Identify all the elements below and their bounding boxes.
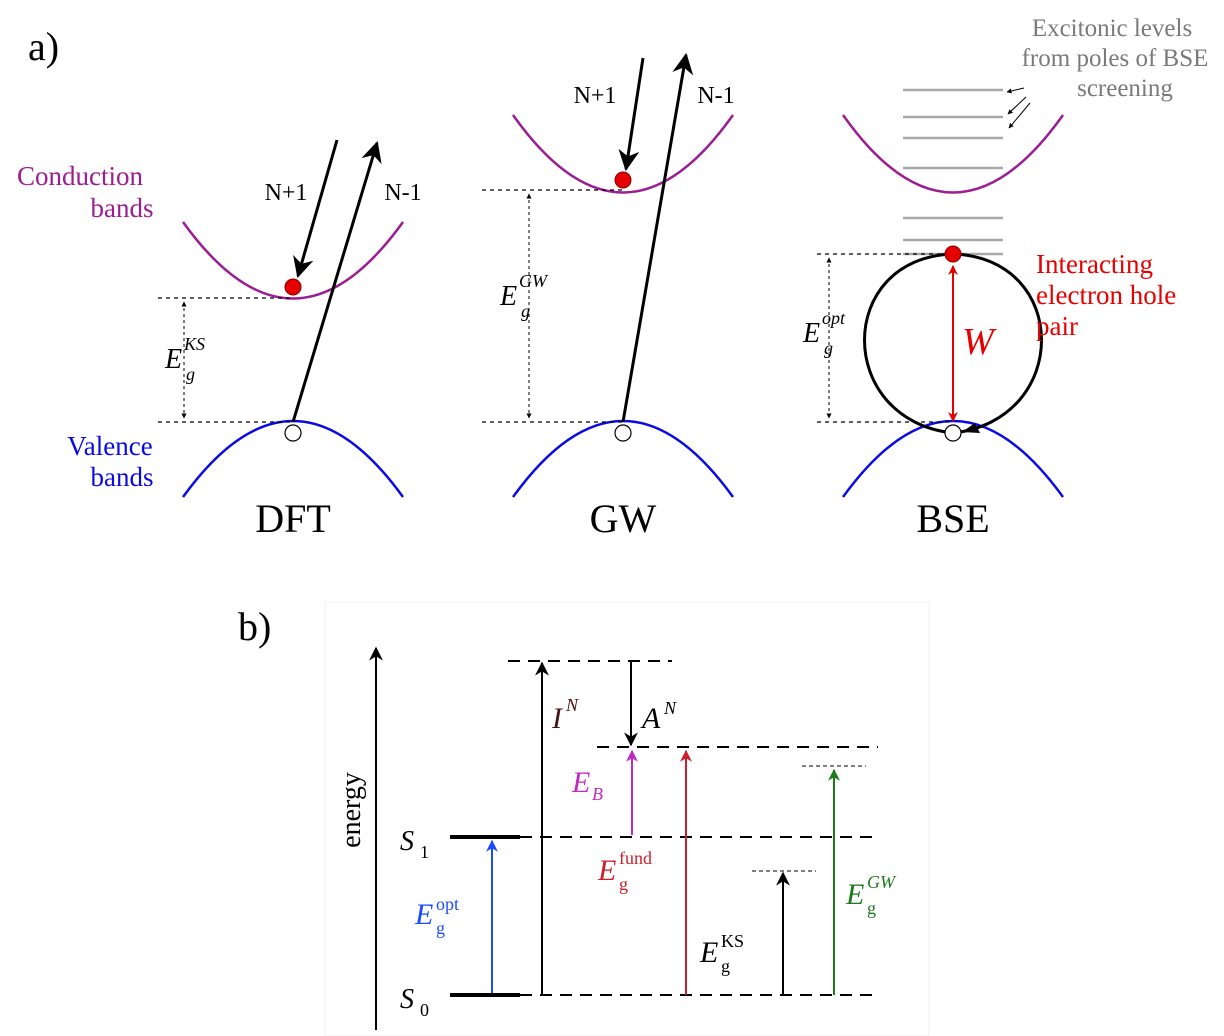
gw-column: E g GW N+1 N-1 GW — [482, 52, 735, 541]
ks-gap-sub: g — [721, 956, 730, 976]
dft-arrow-out-label: N-1 — [384, 180, 421, 206]
bse-gap-symbol: E — [802, 318, 820, 349]
valence-bands-label-line2: bands — [91, 462, 154, 492]
pair-note-line3: pair — [1036, 311, 1078, 341]
bse-gap-sup: opt — [822, 308, 846, 328]
ionization-sup: N — [565, 695, 579, 715]
gw-arrow-in — [618, 57, 645, 172]
dft-arrow-out — [291, 140, 382, 423]
conduction-bands-label-line2: bands — [91, 193, 154, 223]
gw-gap-sub: g — [521, 301, 530, 321]
pair-loop-arrowhead-bottom — [962, 423, 980, 433]
conduction-bands-label-line1: Conduction — [17, 161, 143, 191]
exciton-pointer-arrow — [1006, 87, 1025, 94]
gw-gap-sup-b: GW — [867, 872, 897, 892]
energy-axis-label: energy — [336, 772, 367, 848]
dft-arrow-in-label: N+1 — [265, 180, 308, 206]
gw-arrow-out-label: N-1 — [697, 83, 734, 109]
dft-gap-sup: KS — [183, 334, 205, 354]
fundamental-gap-sup: fund — [619, 848, 652, 868]
bse-gap-sub: g — [824, 338, 833, 358]
bse-electron — [944, 245, 962, 263]
gw-electron — [614, 171, 632, 189]
dft-conduction-band — [181, 221, 405, 300]
binding-energy-label: E — [571, 766, 590, 799]
panel-b-frame — [324, 601, 930, 1036]
gw-arrow-out — [621, 52, 694, 423]
s0-label: S — [400, 984, 414, 1015]
gw-hole — [614, 424, 632, 442]
ks-gap-symbol: E — [699, 936, 718, 969]
exciton-note-line3: screening — [1077, 75, 1173, 102]
pair-loop-left — [863, 252, 954, 435]
pair-loop-right — [952, 252, 1043, 435]
dft-arrow-in — [293, 139, 339, 279]
exciton-note-line2: from poles of BSE — [1022, 45, 1209, 72]
affinity-label: A — [640, 702, 661, 735]
dft-electron — [284, 278, 302, 296]
panel-b-label: b) — [238, 604, 271, 649]
s1-sub: 1 — [420, 842, 429, 862]
panel-a-label: a) — [28, 24, 59, 69]
optical-gap-symbol: E — [414, 898, 433, 931]
valence-bands-label-line1: Valence — [67, 431, 152, 461]
dft-gap-sub: g — [186, 364, 195, 384]
pair-note-line2: electron hole — [1036, 280, 1176, 310]
dft-column: E g KS N+1 N-1 DFT — [158, 139, 422, 541]
s1-label: S — [400, 826, 414, 857]
optical-gap-sub: g — [436, 918, 445, 938]
pair-note-line1: Interacting — [1036, 249, 1153, 279]
fundamental-gap-symbol: E — [597, 854, 616, 887]
gw-gap-symbol-b: E — [845, 878, 864, 911]
exciton-pointer-arrow — [1007, 96, 1027, 115]
dft-gap-symbol: E — [164, 344, 182, 375]
ks-gap-sup: KS — [721, 931, 744, 951]
w-interaction-label: W — [962, 321, 997, 363]
optical-gap-sup: opt — [436, 894, 459, 914]
s0-sub: 0 — [420, 1000, 429, 1020]
dft-hole — [284, 424, 302, 442]
gw-gap-sup: GW — [519, 271, 549, 291]
exciton-note-line1: Excitonic levels — [1032, 15, 1192, 42]
gw-gap-symbol: E — [499, 281, 517, 312]
binding-energy-sub: B — [592, 784, 603, 804]
fundamental-gap-sub: g — [619, 874, 628, 894]
exciton-pointer-arrow — [1008, 102, 1031, 129]
dft-column-title: DFT — [255, 496, 331, 541]
excitonic-levels — [903, 88, 1003, 256]
bse-column-title: BSE — [916, 496, 989, 541]
gw-gap-sub-b: g — [867, 898, 876, 918]
gw-column-title: GW — [590, 496, 657, 541]
bse-column: Excitonic levels from poles of BSE scree… — [802, 15, 1208, 541]
gw-arrow-in-label: N+1 — [574, 83, 617, 109]
bse-conduction-band — [841, 114, 1065, 194]
ionization-label: I — [551, 702, 564, 735]
affinity-sup: N — [663, 698, 677, 718]
gw-conduction-band — [511, 114, 735, 194]
bse-hole — [944, 424, 962, 442]
